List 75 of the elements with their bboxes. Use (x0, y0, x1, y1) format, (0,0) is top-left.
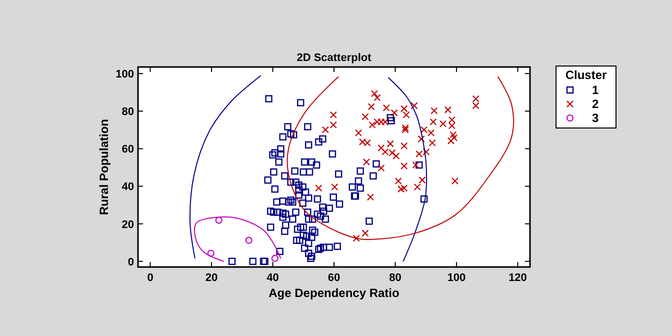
point (315, 184, 322, 192)
point (420, 126, 428, 134)
point (368, 103, 375, 110)
point (330, 121, 337, 128)
point (394, 177, 402, 185)
point (322, 126, 329, 134)
legend-label: 2 (592, 97, 599, 111)
y-tick-label: 80 (122, 106, 134, 118)
point (386, 140, 394, 148)
legend-label: 3 (592, 111, 599, 125)
point (330, 111, 337, 118)
point (215, 216, 222, 224)
y-tick-label: 60 (122, 144, 134, 156)
x-axis-title: Age Dependency Ratio (268, 286, 400, 300)
point (418, 176, 426, 184)
point (362, 230, 369, 237)
legend-label: 1 (592, 83, 599, 97)
point (414, 183, 421, 191)
point (366, 194, 374, 201)
point (352, 234, 360, 242)
point (447, 137, 455, 144)
point (362, 113, 369, 120)
point (402, 124, 409, 132)
point (207, 250, 214, 257)
point (331, 183, 338, 191)
y-tick-label: 100 (116, 68, 134, 81)
point (402, 126, 409, 134)
x-tick-label: 20 (205, 272, 218, 284)
point (368, 121, 376, 128)
point (245, 236, 252, 244)
chart-title: 2D Scatterplot (296, 52, 372, 64)
point (428, 139, 436, 146)
point (362, 158, 370, 166)
y-axis-title: Rural Population (97, 119, 111, 215)
point (382, 104, 390, 112)
y-tick-label: 40 (122, 181, 134, 194)
point (370, 90, 378, 98)
point (472, 95, 480, 102)
point (400, 142, 408, 150)
point (400, 184, 408, 192)
point (430, 107, 438, 114)
point (392, 152, 400, 160)
point (450, 131, 457, 138)
point (398, 186, 405, 193)
point (271, 254, 278, 262)
point (439, 120, 447, 128)
point (448, 122, 456, 130)
point (374, 94, 381, 102)
point (378, 144, 385, 152)
point (390, 109, 398, 116)
point (472, 102, 480, 110)
x-tick-label: 100 (447, 272, 466, 284)
point (450, 134, 458, 142)
point (412, 161, 420, 169)
x-tick-label: 80 (389, 272, 402, 284)
point (400, 162, 408, 170)
x-tick-label: 60 (328, 272, 340, 284)
point (451, 177, 459, 185)
legend-title: Cluster (565, 68, 607, 82)
point (418, 135, 425, 142)
y-tick-label: 0 (128, 256, 134, 268)
x-tick-label: 40 (266, 272, 279, 284)
point (428, 129, 435, 136)
y-tick-label: 20 (122, 218, 134, 231)
point (410, 102, 418, 110)
point (378, 164, 385, 172)
point (444, 106, 452, 114)
point (448, 116, 456, 124)
point (354, 129, 362, 136)
point (378, 118, 385, 126)
point (402, 111, 410, 118)
point (430, 118, 437, 126)
point (400, 105, 408, 112)
x-tick-label: 120 (508, 272, 527, 284)
x-tick-label: 0 (147, 272, 154, 284)
